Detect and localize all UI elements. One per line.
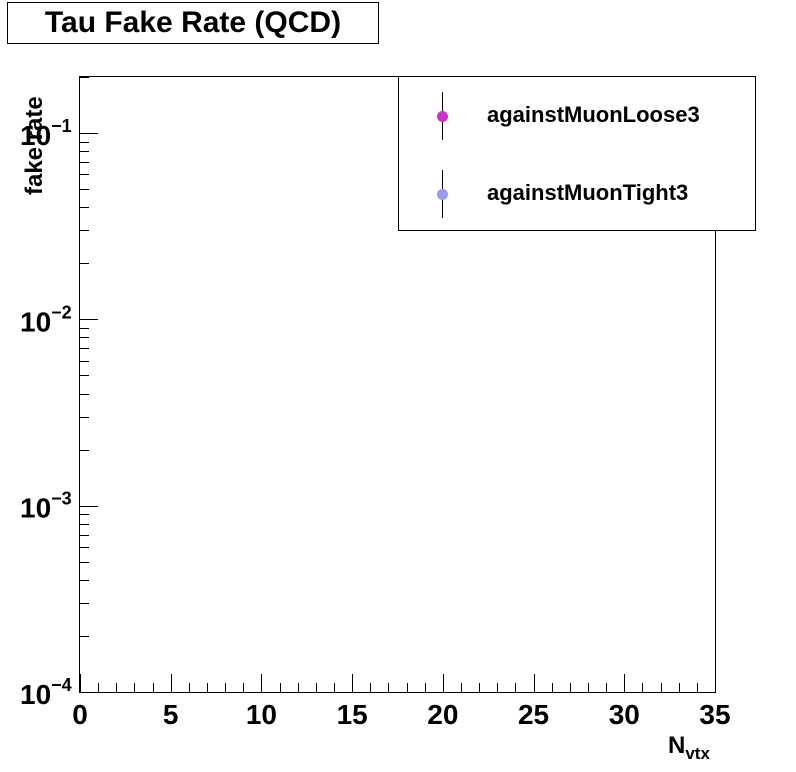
legend-marker-loose: [437, 111, 448, 122]
chart-title: Tau Fake Rate (QCD): [7, 2, 379, 44]
legend-entry-tight: againstMuonTight3: [399, 170, 755, 230]
y-axis-ticks: [80, 77, 98, 693]
x-tick-label: 25: [518, 699, 549, 730]
x-axis-label-sub: vtx: [685, 744, 710, 763]
x-axis-ticks: [80, 674, 716, 692]
x-axis-label-main: N: [668, 732, 685, 759]
y-axis-label: fake rate: [21, 96, 48, 195]
legend-marker-tight: [437, 189, 448, 200]
x-tick-label: 30: [609, 699, 640, 730]
legend-label-loose: againstMuonLoose3: [487, 102, 700, 127]
y-tick-label: 10−1: [20, 116, 72, 151]
x-tick-label: 10: [246, 699, 277, 730]
x-tick-label: 0: [72, 699, 88, 730]
y-tick-label: 10−4: [20, 675, 72, 710]
legend: againstMuonLoose3 againstMuonTight3: [398, 76, 756, 231]
x-tick-label: 20: [427, 699, 458, 730]
y-tick-label: 10−2: [20, 302, 72, 337]
x-axis-tick-labels: 0 5 10 15 20 25 30 35: [72, 699, 730, 730]
legend-entry-loose: againstMuonLoose3: [399, 92, 755, 152]
y-tick-label: 10−3: [20, 489, 72, 524]
x-tick-label: 15: [337, 699, 368, 730]
y-axis-tick-labels: 10−4 10−3 10−2 10−1: [20, 116, 72, 710]
x-tick-label: 35: [699, 699, 730, 730]
legend-label-tight: againstMuonTight3: [487, 180, 689, 205]
x-tick-label: 5: [163, 699, 179, 730]
plot-frame: [79, 76, 716, 693]
x-axis-label: Nvtx: [668, 732, 710, 763]
